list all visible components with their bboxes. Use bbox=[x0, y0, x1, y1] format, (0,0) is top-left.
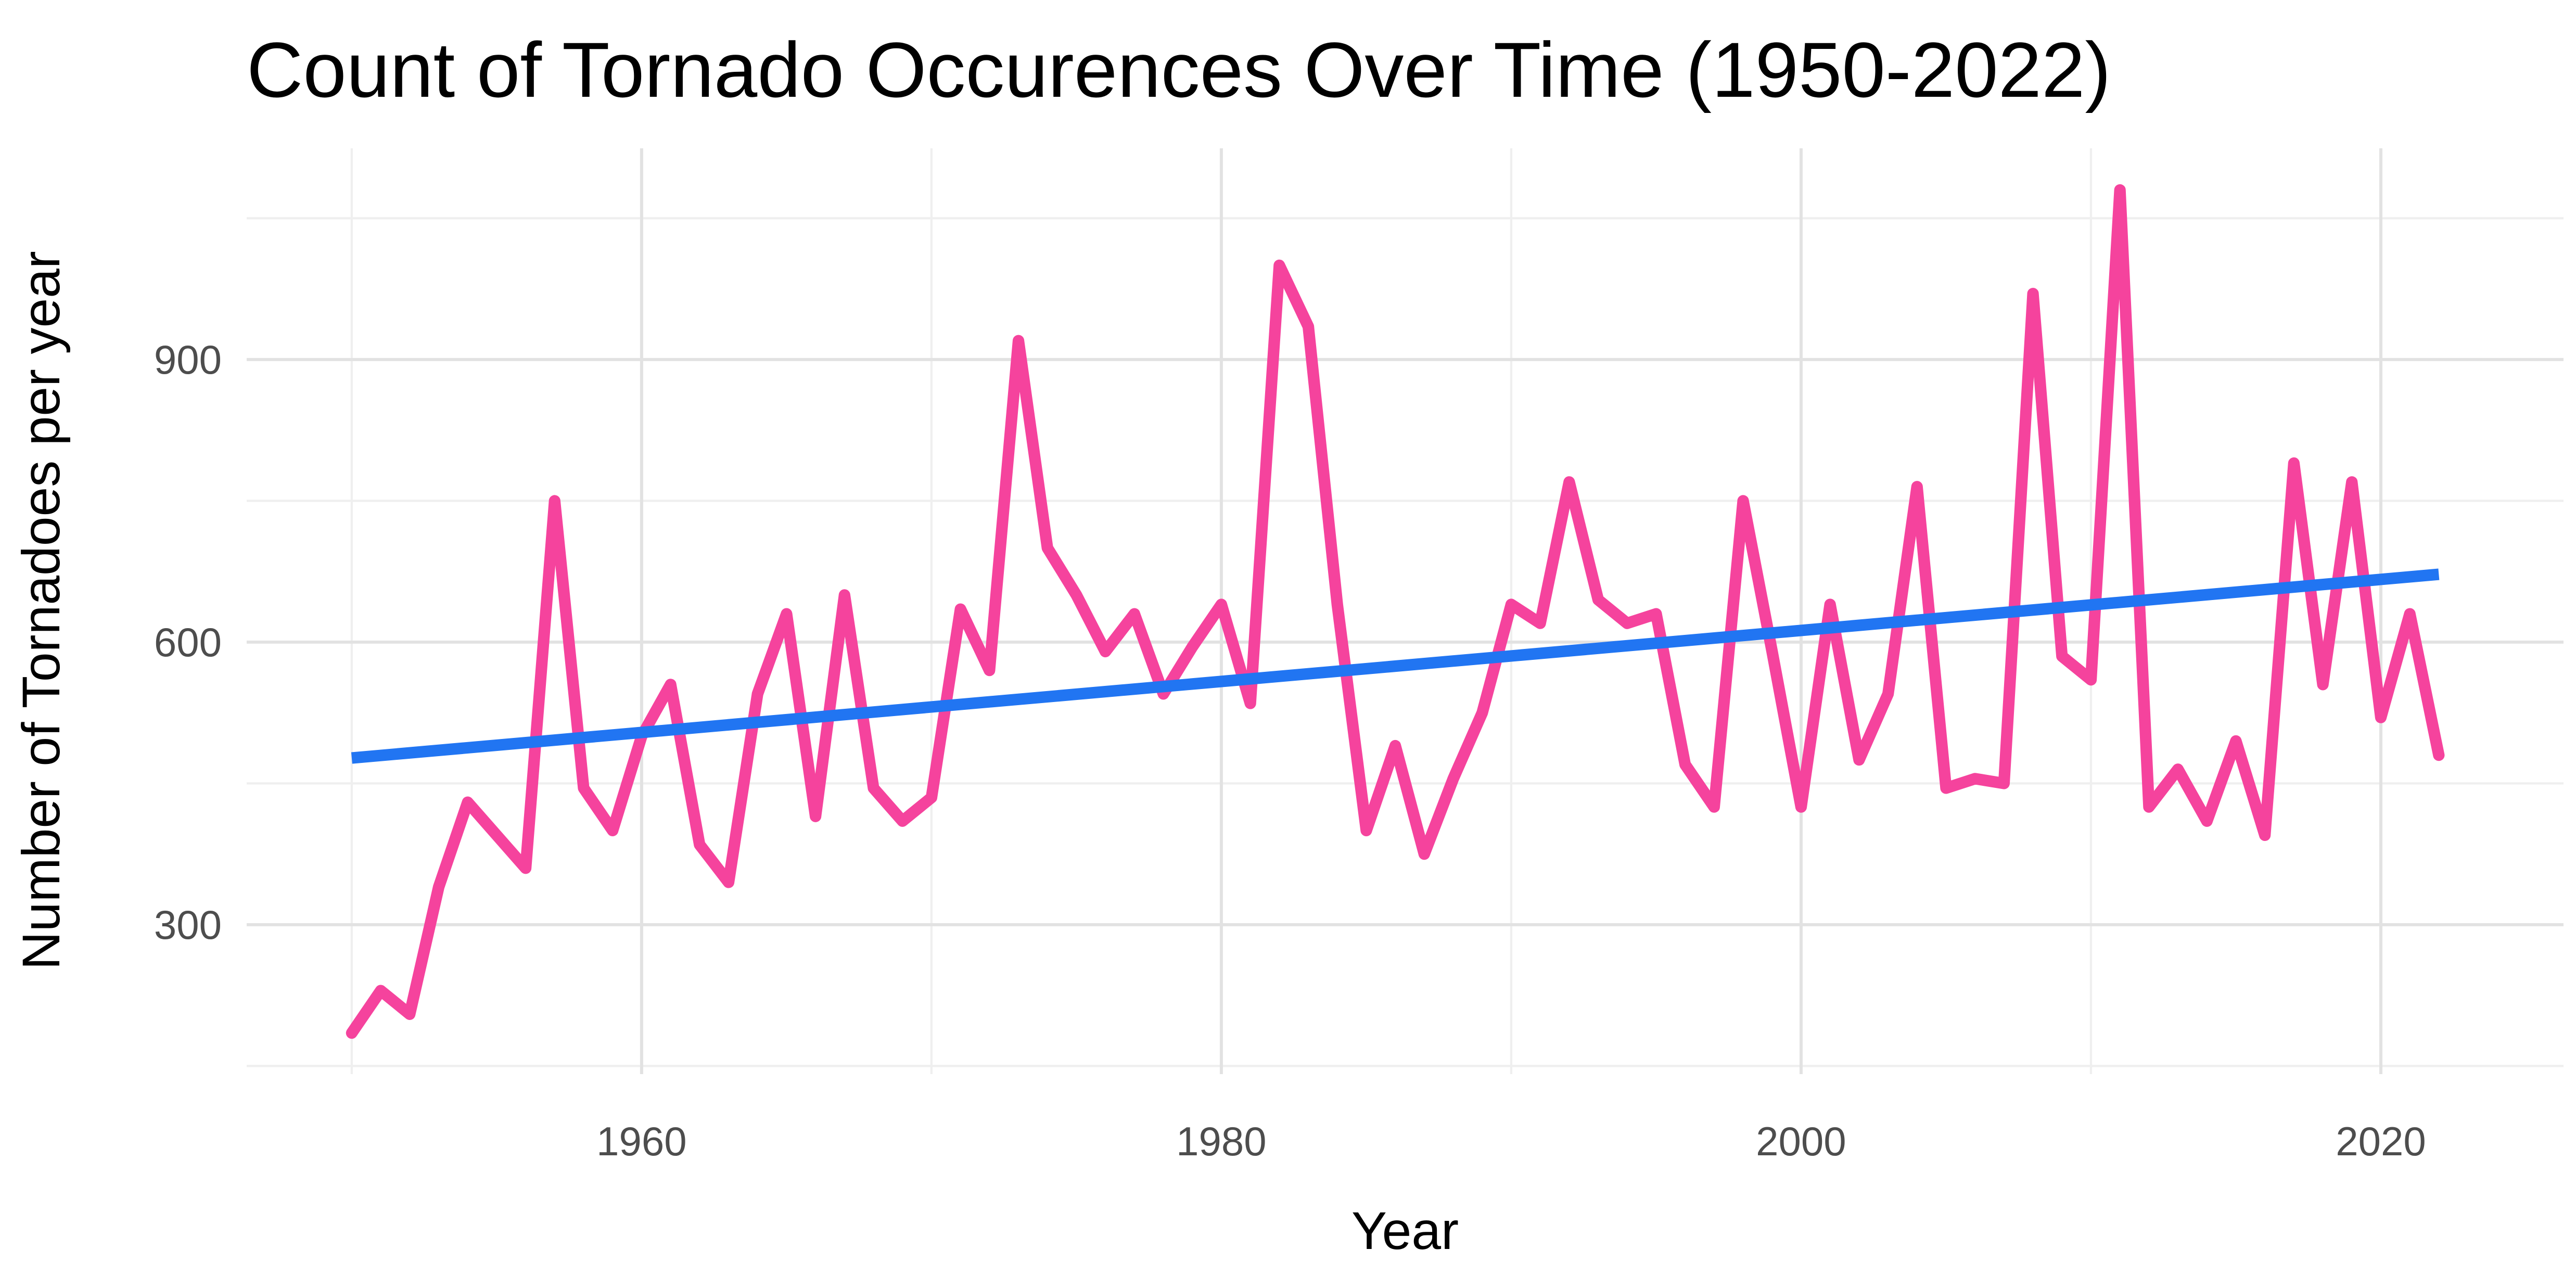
y-tick-label: 900 bbox=[154, 337, 222, 382]
trend-line bbox=[351, 568, 2440, 764]
y-axis-title: Number of Tornadoes per year bbox=[11, 251, 71, 970]
x-tick-label: 1980 bbox=[1176, 1118, 1267, 1164]
tornado-count-line bbox=[346, 184, 2445, 1039]
series-layer bbox=[346, 184, 2445, 1039]
plot-title: Count of Tornado Occurences Over Time (1… bbox=[247, 26, 2111, 113]
x-axis-title: Year bbox=[1351, 1201, 1459, 1260]
axis-labels: 300 600 900 1960 1980 2000 2020 bbox=[154, 337, 2426, 1164]
x-tick-label: 2000 bbox=[1756, 1118, 1846, 1164]
y-tick-label: 600 bbox=[154, 619, 222, 665]
x-tick-label: 2020 bbox=[2336, 1118, 2426, 1164]
y-tick-label: 300 bbox=[154, 902, 222, 948]
x-tick-label: 1960 bbox=[596, 1118, 687, 1164]
